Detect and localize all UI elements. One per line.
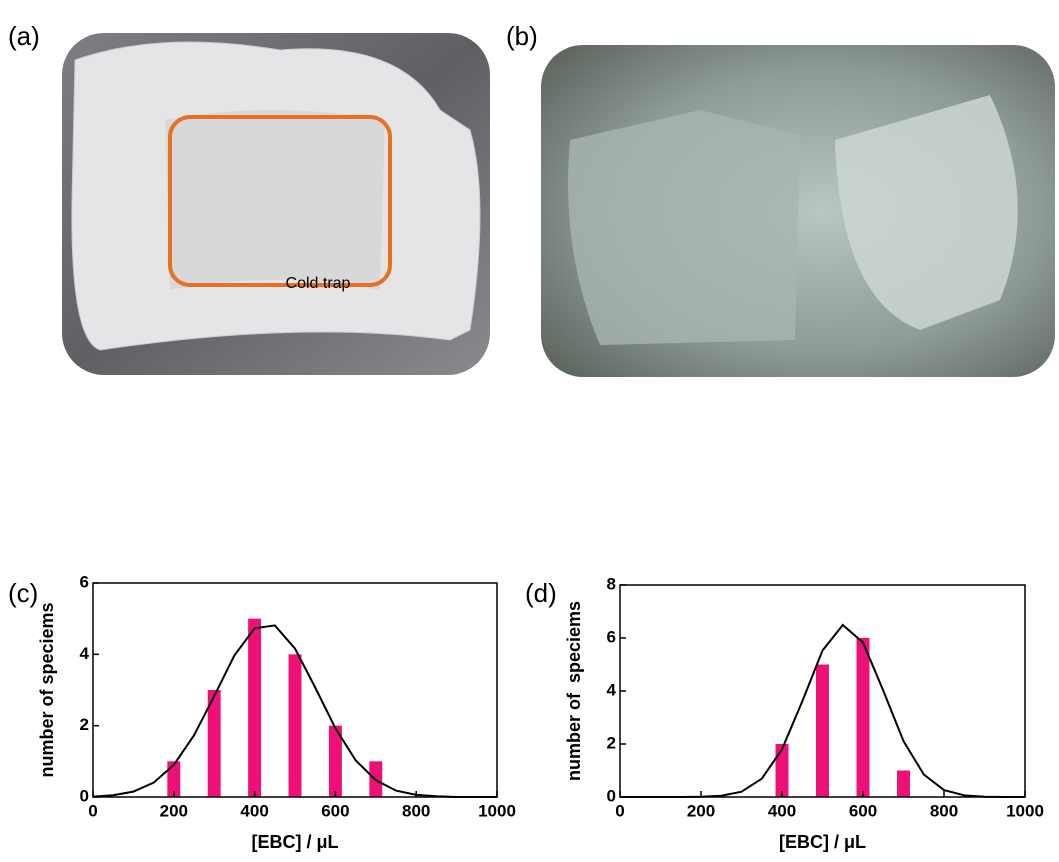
x-tick-label: 400 [768, 801, 796, 820]
x-tick-label: 1000 [478, 801, 516, 820]
x-tick-label: 800 [930, 801, 958, 820]
x-axis-label: [EBC] / μL [779, 832, 866, 852]
condensate-left [568, 110, 800, 345]
annotation: Cold trap [286, 275, 351, 292]
x-tick-label: 600 [849, 801, 877, 820]
y-tick-label: 2 [80, 715, 89, 734]
y-tick-label: 4 [80, 644, 90, 663]
x-tick-label: 600 [321, 801, 349, 820]
bar [856, 638, 870, 797]
bar [207, 690, 221, 797]
x-axis-label: [EBC] / μL [251, 832, 338, 852]
cold-trap-box [168, 115, 392, 287]
y-tick-label: 6 [607, 627, 616, 646]
y-tick-label: 0 [607, 786, 616, 805]
y-axis-label: number of speciems [37, 602, 57, 777]
y-tick-label: 2 [607, 733, 616, 752]
plot-frame [92, 582, 498, 798]
x-tick-label: 200 [687, 801, 715, 820]
panel-label: (c) [8, 578, 38, 608]
bar [248, 618, 262, 797]
x-tick-label: 200 [160, 801, 188, 820]
panel-label: (b) [506, 21, 538, 51]
y-tick-label: 4 [607, 680, 617, 699]
y-axis-label: number of speciems [564, 601, 584, 781]
bar [816, 664, 829, 797]
panel-label: (d) [525, 578, 557, 608]
bar [775, 744, 789, 797]
y-tick-label: 0 [80, 786, 89, 805]
bar [288, 654, 302, 797]
bar [328, 725, 342, 797]
y-tick-label: 8 [607, 574, 616, 593]
x-tick-label: 0 [88, 801, 97, 820]
x-tick-label: 0 [615, 801, 624, 820]
bar [167, 761, 181, 797]
x-tick-label: 800 [402, 801, 430, 820]
x-tick-label: 1000 [1006, 801, 1044, 820]
fit-curve [92, 624, 497, 798]
x-tick-label: 400 [240, 801, 268, 820]
y-tick-label: 6 [80, 572, 89, 591]
mask-inner [165, 110, 385, 290]
panel-label: (a) [8, 21, 40, 51]
bar [897, 770, 910, 797]
condensate-right [835, 95, 1018, 330]
